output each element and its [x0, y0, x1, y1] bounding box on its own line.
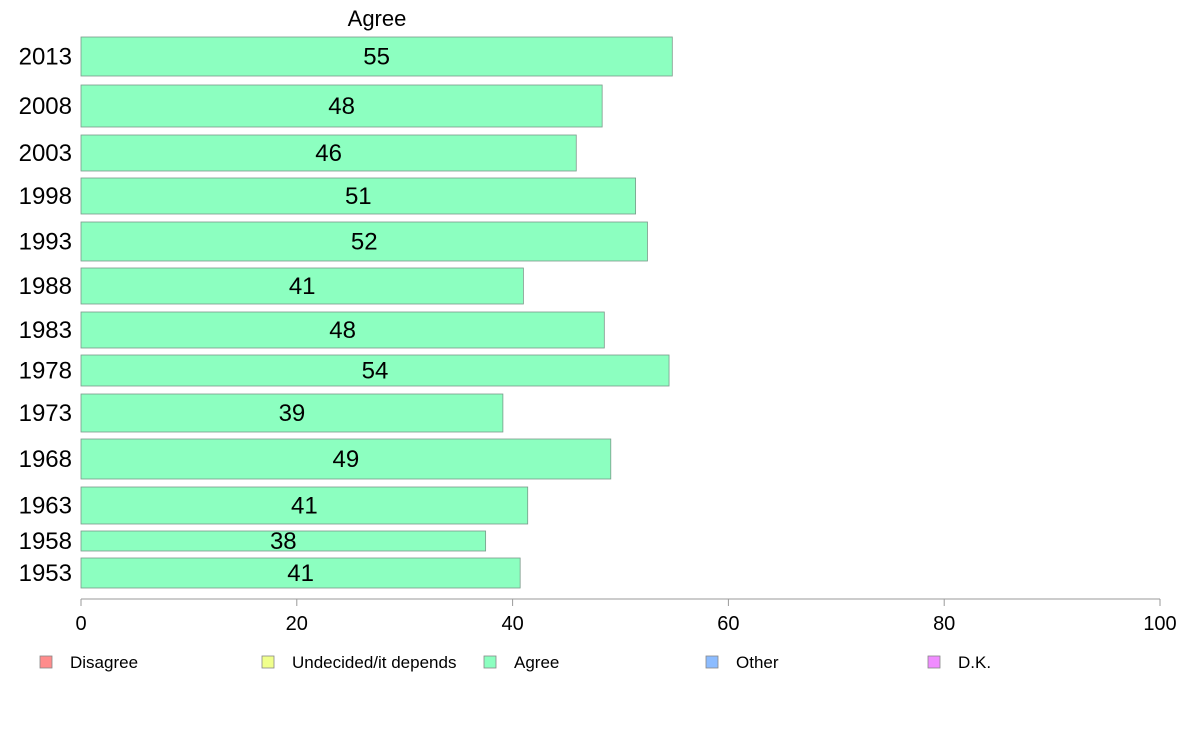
value-label-1978: 54	[362, 358, 389, 385]
bar-2008	[80, 84, 603, 128]
category-label-1983: 1983	[19, 317, 72, 344]
legend-label-disagree: Disagree	[70, 653, 138, 672]
x-tick-label-100: 100	[1143, 613, 1176, 635]
x-axis: 0 20 40 60 80 100	[75, 598, 1177, 635]
bar-1953	[80, 557, 521, 589]
bars-group: 2013 55 2008 48 2003 46 1998 51 1993 52 1988 41 1983…	[19, 36, 673, 589]
legend-swatch-d-k-	[927, 655, 941, 669]
value-label-2008: 48	[328, 93, 355, 120]
category-label-2003: 2003	[19, 140, 72, 167]
bar-2003	[80, 134, 577, 172]
category-label-1958: 1958	[19, 528, 72, 555]
legend-label-undecided-it-depends: Undecided/it depends	[292, 653, 456, 672]
bar-1998	[80, 177, 637, 215]
legend-label-d-k-: D.K.	[958, 653, 991, 672]
category-label-2013: 2013	[19, 44, 72, 71]
category-label-1973: 1973	[19, 400, 72, 427]
panel-title: Agree	[348, 6, 407, 31]
legend-swatch-disagree	[39, 655, 53, 669]
value-label-1993: 52	[351, 229, 378, 256]
category-label-1963: 1963	[19, 493, 72, 520]
x-tick-label-40: 40	[501, 613, 523, 635]
legend-swatch-agree	[483, 655, 497, 669]
bar-1988	[80, 267, 524, 305]
bar-1958	[80, 530, 487, 552]
legend-label-other: Other	[736, 653, 779, 672]
legend-label-agree: Agree	[514, 653, 559, 672]
value-label-2003: 46	[315, 140, 342, 167]
category-label-1993: 1993	[19, 229, 72, 256]
category-label-1968: 1968	[19, 446, 72, 473]
value-label-2013: 55	[363, 44, 390, 71]
x-tick-label-0: 0	[75, 613, 86, 635]
bar-1978	[80, 354, 670, 387]
value-label-1953: 41	[287, 560, 314, 587]
value-label-1988: 41	[289, 273, 316, 300]
x-tick-label-80: 80	[933, 613, 955, 635]
category-label-1988: 1988	[19, 273, 72, 300]
legend-swatch-other	[705, 655, 719, 669]
bar-1973	[80, 393, 504, 433]
bar-1983	[80, 311, 605, 349]
bar-1993	[80, 221, 648, 262]
legend: Disagree Undecided/it depends Agree Other D.…	[39, 653, 991, 672]
value-label-1968: 49	[333, 446, 360, 473]
category-label-1998: 1998	[19, 183, 72, 210]
value-label-1963: 41	[291, 493, 318, 520]
bar-1968	[80, 438, 612, 480]
category-label-1953: 1953	[19, 560, 72, 587]
category-label-1978: 1978	[19, 358, 72, 385]
x-tick-label-20: 20	[286, 613, 308, 635]
bar-2013	[80, 36, 673, 77]
value-label-1998: 51	[345, 183, 372, 210]
legend-swatch-undecided-it-depends	[261, 655, 275, 669]
value-label-1958: 38	[270, 528, 297, 555]
bar-1963	[80, 486, 529, 525]
category-label-2008: 2008	[19, 93, 72, 120]
value-label-1973: 39	[279, 400, 306, 427]
value-label-1983: 48	[329, 317, 356, 344]
x-tick-label-60: 60	[717, 613, 739, 635]
